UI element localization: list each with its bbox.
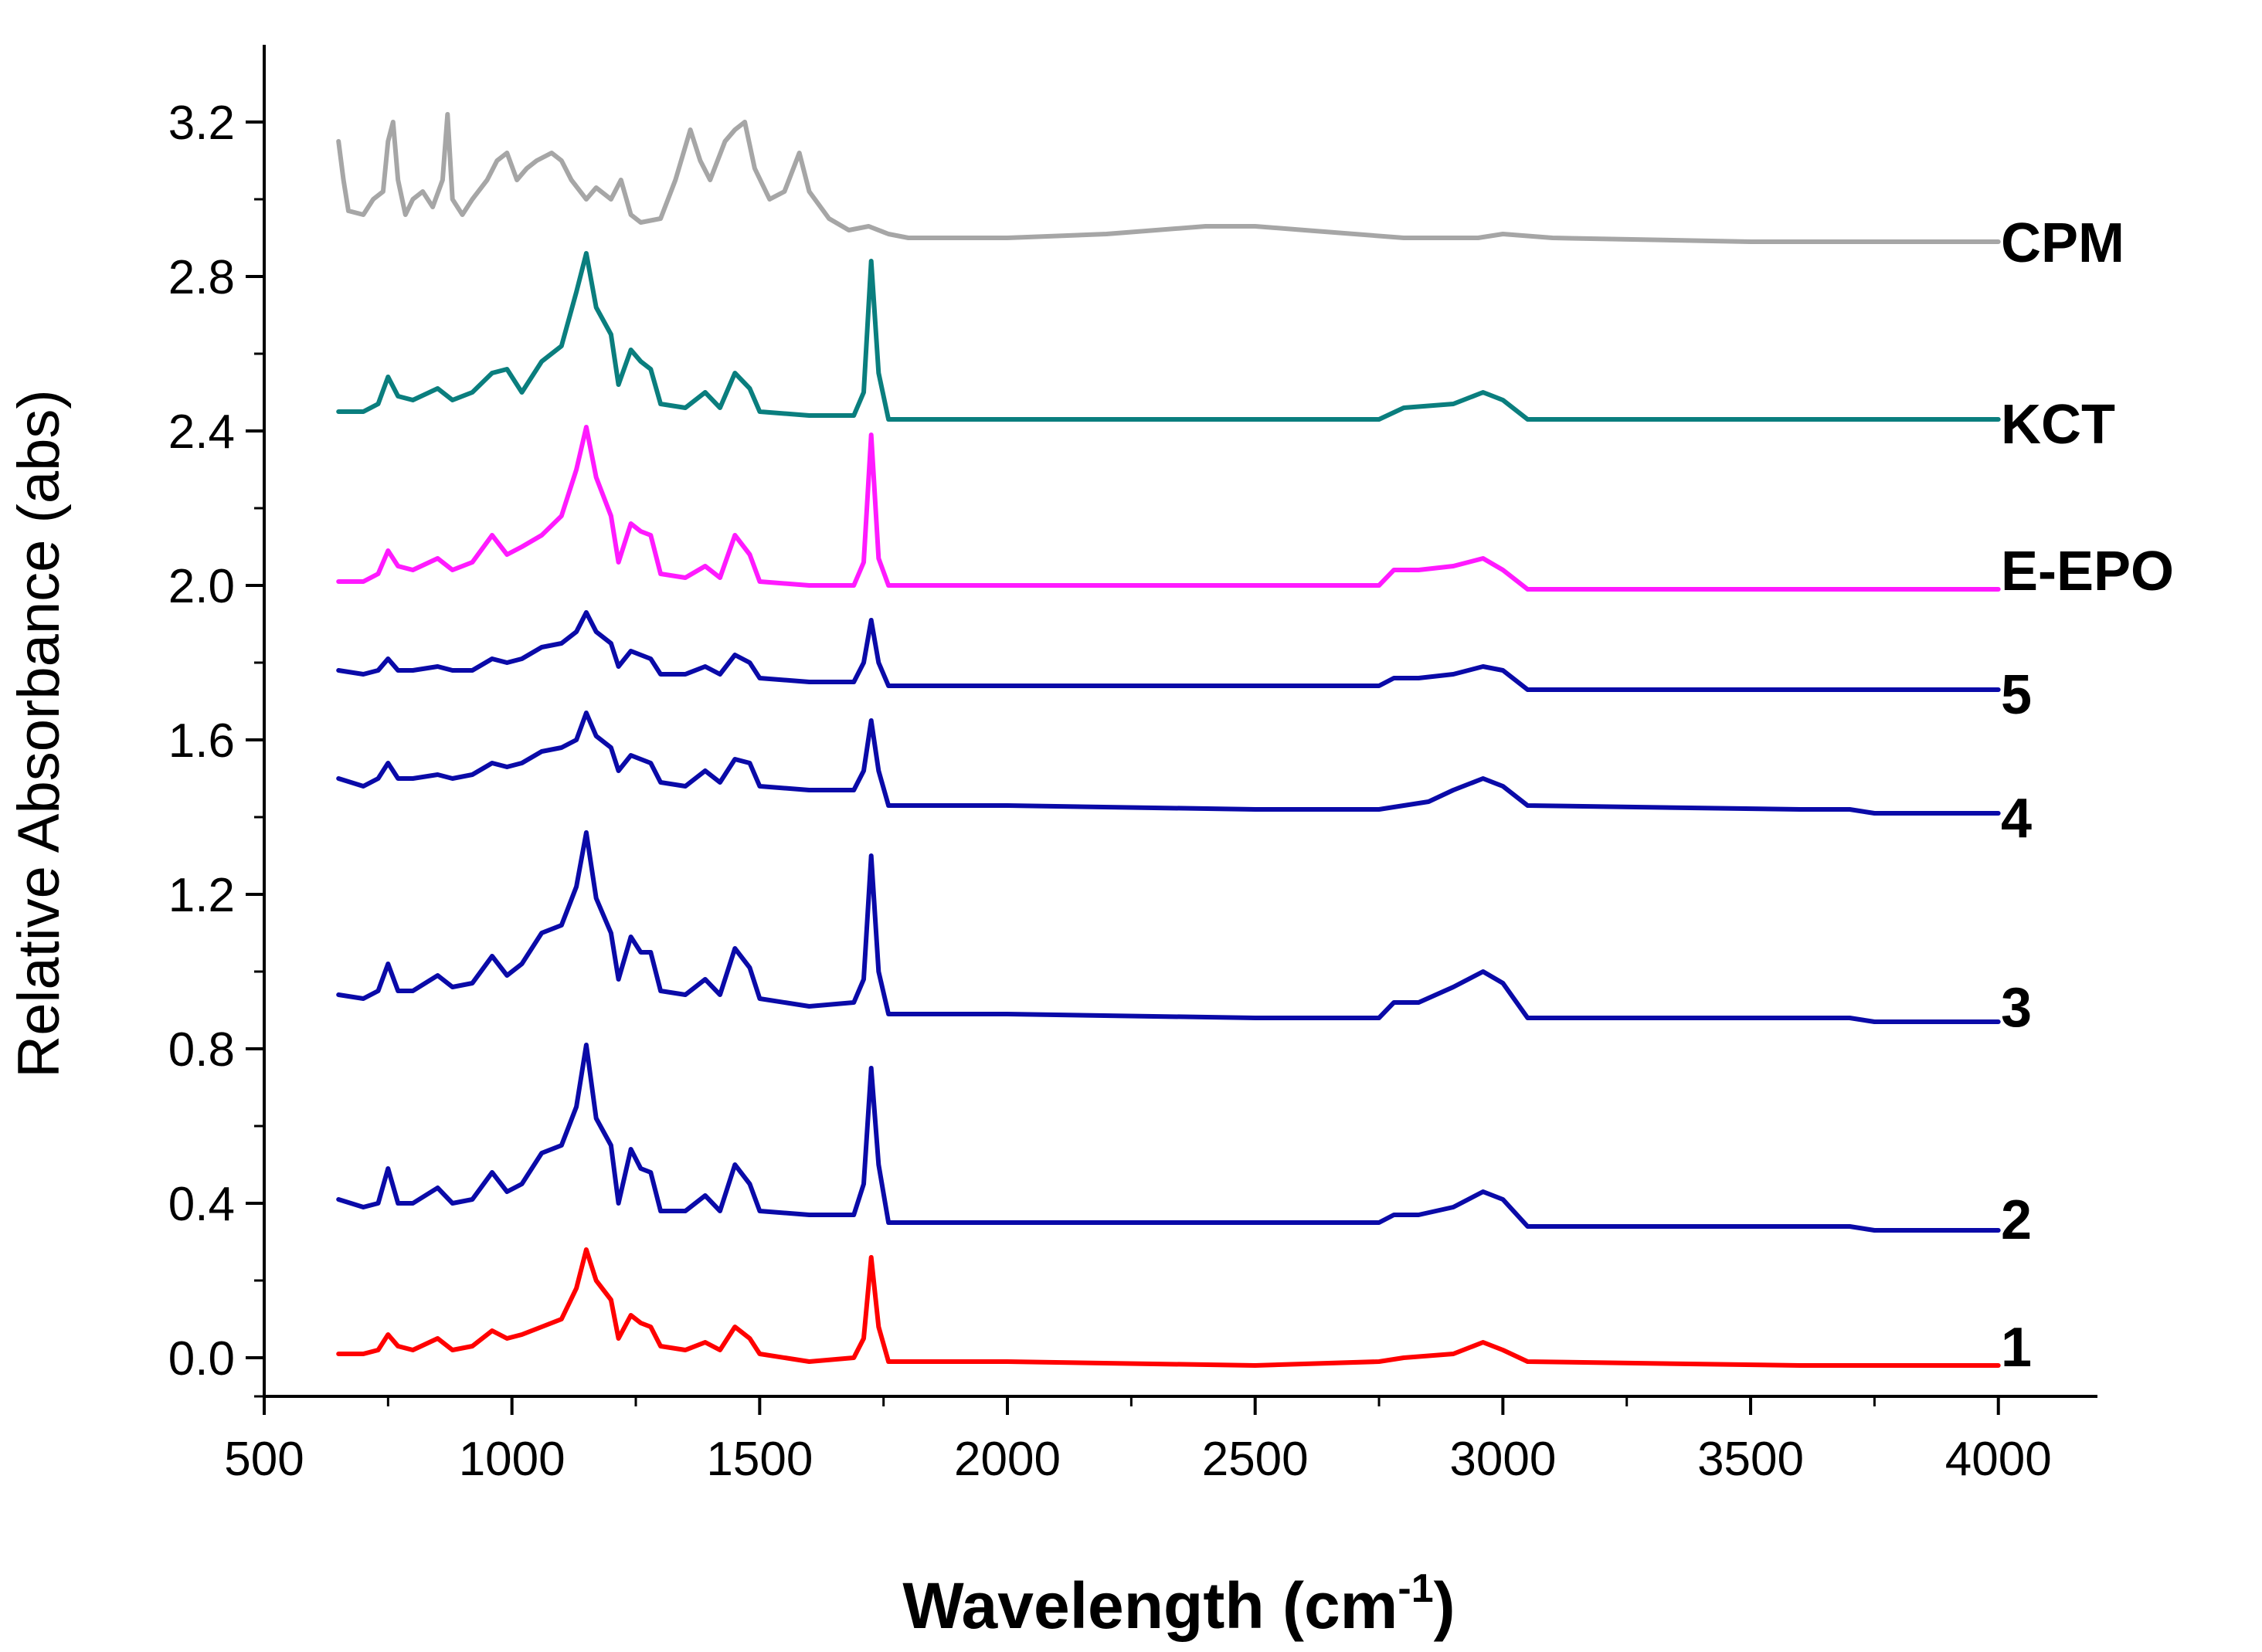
series-line-kct bbox=[336, 251, 2001, 422]
series-line-cpm bbox=[336, 112, 2001, 244]
series-label-1: 1 bbox=[2001, 1317, 2032, 1379]
x-axis-title: Wavelength (cm-1) bbox=[902, 1566, 1455, 1642]
series-line-4 bbox=[336, 711, 2001, 816]
y-tick-label: 0.4 bbox=[168, 1178, 235, 1231]
series-line-2 bbox=[336, 1043, 2001, 1233]
y-tick-label: 2.0 bbox=[168, 560, 235, 613]
series-label-kct: KCT bbox=[2001, 394, 2115, 456]
series-label-e-epo: E-EPO bbox=[2001, 541, 2174, 602]
series-label-2: 2 bbox=[2001, 1189, 2032, 1251]
series-line-e-epo bbox=[336, 425, 2001, 592]
x-tick-label: 4000 bbox=[1945, 1433, 2052, 1486]
series-line-1 bbox=[336, 1247, 2001, 1368]
x-axis-title-text: Wavelength (cm bbox=[902, 1569, 1398, 1642]
x-tick-label: 3000 bbox=[1449, 1433, 1556, 1486]
series-line-5 bbox=[336, 610, 2001, 692]
y-tick-label: 0.8 bbox=[168, 1023, 235, 1077]
x-tick-label: 3500 bbox=[1697, 1433, 1804, 1486]
series-label-cpm: CPM bbox=[2001, 212, 2124, 274]
y-tick-label: 2.8 bbox=[168, 251, 235, 304]
y-tick-label: 3.2 bbox=[168, 97, 235, 150]
y-tick-label: 1.6 bbox=[168, 714, 235, 768]
series-label-5: 5 bbox=[2001, 664, 2032, 726]
x-tick-label: 1500 bbox=[706, 1433, 813, 1486]
x-axis-title-superscript: -1 bbox=[1398, 1566, 1433, 1611]
y-axis-title: Relative Absorbance (abs) bbox=[6, 389, 72, 1077]
series-label-4: 4 bbox=[2001, 788, 2032, 850]
series-label-3: 3 bbox=[2001, 977, 2032, 1039]
y-tick-label: 2.4 bbox=[168, 405, 235, 459]
x-axis-title-close: ) bbox=[1434, 1569, 1455, 1642]
series-line-3 bbox=[336, 830, 2001, 1024]
y-tick-label: 1.2 bbox=[168, 869, 235, 922]
series-labels: 1 2 3 4 5 E-EPO KCT CPM bbox=[2001, 212, 2174, 1379]
x-tick-label: 2000 bbox=[954, 1433, 1061, 1486]
y-tick-label: 0.0 bbox=[168, 1332, 235, 1386]
x-tick-label: 1000 bbox=[459, 1433, 566, 1486]
axes-layer: 500 1000 1500 2000 2500 3000 3500 4000 0.0 0.4 0.8… bbox=[168, 45, 2097, 1486]
x-tick-label: 500 bbox=[224, 1433, 304, 1486]
x-tick-label: 2500 bbox=[1202, 1433, 1309, 1486]
series-layer bbox=[336, 112, 2001, 1368]
